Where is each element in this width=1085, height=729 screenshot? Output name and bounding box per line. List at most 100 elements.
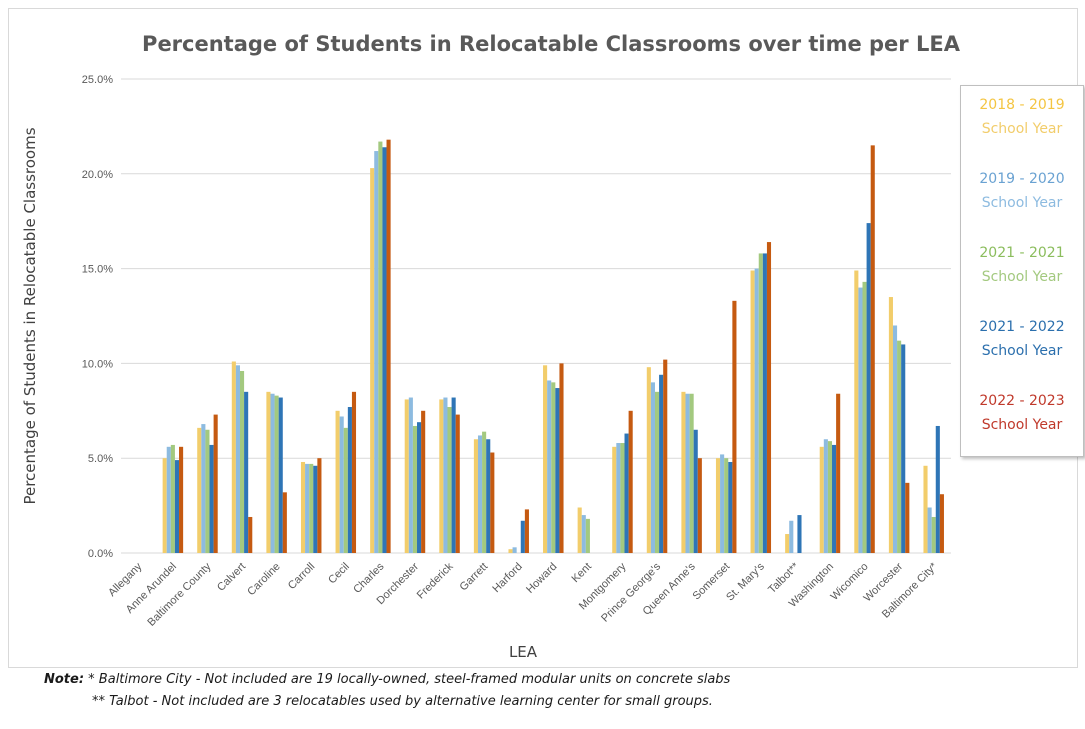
y-tick-label: 25.0% bbox=[82, 74, 113, 86]
x-tick-label: Caroline bbox=[245, 561, 282, 598]
bar bbox=[205, 429, 210, 553]
bar bbox=[555, 388, 560, 553]
bar bbox=[455, 414, 460, 553]
x-tick-label: Baltimore County bbox=[145, 560, 213, 628]
bar bbox=[512, 547, 517, 553]
note-talbot-text: ** Talbot - Not included are 3 relocatab… bbox=[92, 694, 713, 709]
x-tick-label: Garrett bbox=[458, 561, 491, 594]
bar bbox=[278, 397, 283, 553]
bar bbox=[335, 410, 340, 553]
bar bbox=[421, 410, 426, 553]
bar bbox=[559, 363, 564, 553]
bar bbox=[819, 446, 824, 553]
bar bbox=[477, 435, 483, 553]
bar bbox=[282, 492, 287, 553]
bar bbox=[213, 414, 218, 553]
x-tick-label: Frederick bbox=[415, 560, 456, 601]
bar bbox=[585, 518, 590, 553]
note-baltimore-city-text: * Baltimore City - Not included are 19 l… bbox=[84, 672, 731, 687]
bar bbox=[274, 395, 279, 553]
bar bbox=[170, 444, 175, 553]
bar bbox=[870, 145, 875, 554]
bar bbox=[174, 460, 180, 553]
bar bbox=[231, 361, 236, 553]
bar bbox=[854, 270, 859, 553]
bar bbox=[935, 425, 940, 553]
x-tick-label: St. Mary's bbox=[724, 560, 767, 603]
chart-frame: Percentage of Students in Relocatable Cl… bbox=[8, 8, 1084, 668]
bar bbox=[520, 520, 525, 553]
bar bbox=[443, 397, 448, 553]
bar bbox=[451, 397, 456, 553]
bar bbox=[412, 425, 418, 553]
bar bbox=[179, 446, 184, 553]
bar bbox=[628, 410, 633, 553]
bar bbox=[370, 168, 375, 554]
legend-entry-year: 2022 - 2023 bbox=[979, 393, 1065, 409]
legend-entry-label: School Year bbox=[981, 343, 1063, 359]
bar bbox=[266, 391, 271, 553]
bar bbox=[343, 427, 348, 553]
bar bbox=[209, 444, 214, 553]
bar bbox=[789, 520, 794, 553]
bar bbox=[827, 441, 833, 553]
legend-entry-label: School Year bbox=[981, 269, 1063, 285]
bar bbox=[693, 429, 698, 553]
bar bbox=[382, 147, 387, 553]
bar bbox=[866, 223, 871, 553]
bar bbox=[166, 446, 171, 553]
bar bbox=[785, 534, 790, 553]
legend-entry-year: 2021 - 2022 bbox=[979, 319, 1065, 335]
bar bbox=[309, 463, 314, 553]
bar bbox=[408, 397, 413, 553]
bar bbox=[447, 407, 452, 553]
bar bbox=[685, 393, 690, 553]
bar bbox=[305, 463, 310, 553]
bar bbox=[162, 458, 167, 553]
bar bbox=[404, 399, 409, 553]
legend-entry-year: 2019 - 2020 bbox=[979, 171, 1065, 187]
y-tick-label: 15.0% bbox=[82, 264, 113, 276]
bar bbox=[754, 268, 759, 553]
bar bbox=[766, 242, 772, 553]
bar bbox=[836, 393, 841, 553]
x-tick-label: Carroll bbox=[286, 561, 317, 592]
bar bbox=[339, 416, 344, 553]
bar bbox=[270, 393, 275, 553]
bar bbox=[888, 297, 893, 553]
bar bbox=[581, 515, 586, 553]
legend-entry-year: 2018 - 2019 bbox=[979, 97, 1065, 113]
notes: Note: * Baltimore City - Not included ar… bbox=[44, 672, 730, 716]
bar bbox=[235, 365, 240, 553]
bar bbox=[612, 446, 617, 553]
bar bbox=[417, 422, 422, 553]
bar bbox=[724, 458, 729, 553]
legend-entry-year: 2021 - 2021 bbox=[979, 245, 1065, 261]
bar bbox=[681, 391, 686, 553]
bar bbox=[832, 444, 837, 553]
bar bbox=[313, 465, 318, 553]
legend-entry-label: School Year bbox=[981, 417, 1063, 433]
bar bbox=[317, 458, 322, 553]
bar bbox=[300, 461, 306, 553]
bar bbox=[654, 391, 660, 553]
bar bbox=[892, 325, 898, 553]
bar bbox=[659, 374, 664, 553]
bar bbox=[239, 370, 245, 553]
y-tick-label: 0.0% bbox=[88, 548, 113, 560]
bar bbox=[715, 458, 721, 553]
bar bbox=[697, 458, 702, 553]
bar bbox=[490, 452, 495, 553]
note-baltimore-city: Note: * Baltimore City - Not included ar… bbox=[44, 672, 730, 694]
x-tick-label: Harford bbox=[490, 561, 524, 595]
bar bbox=[616, 443, 621, 553]
bar bbox=[689, 393, 694, 553]
bar bbox=[351, 391, 357, 553]
bar bbox=[201, 424, 206, 553]
bar bbox=[939, 494, 944, 553]
note-label: Note: bbox=[44, 672, 85, 687]
bar bbox=[244, 391, 249, 553]
chart-title: Percentage of Students in Relocatable Cl… bbox=[142, 32, 961, 56]
bar bbox=[551, 382, 556, 553]
bar-chart: Percentage of Students in Relocatable Cl… bbox=[21, 32, 961, 661]
